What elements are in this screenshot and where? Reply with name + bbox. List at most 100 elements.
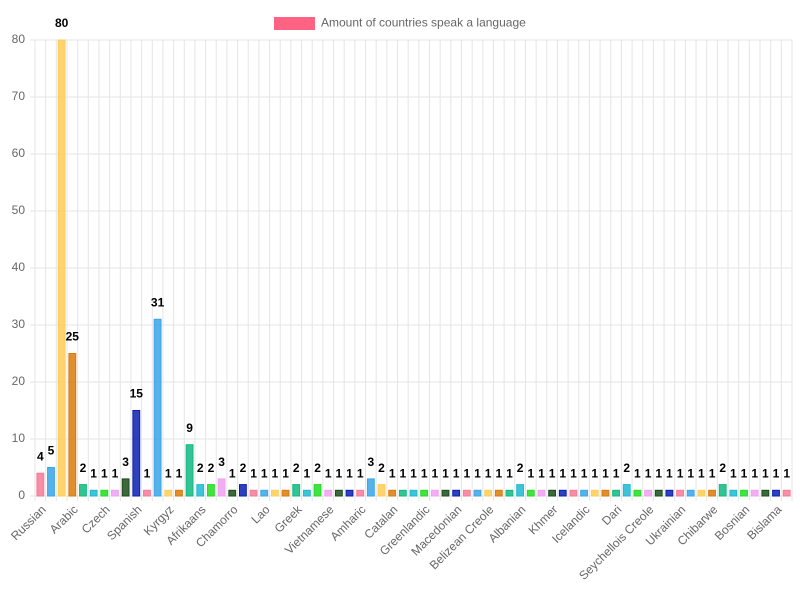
bar	[452, 489, 461, 497]
bar	[782, 489, 791, 497]
data-label: 3	[368, 455, 375, 469]
bar	[270, 489, 279, 497]
bar	[729, 489, 738, 497]
bar	[590, 489, 599, 497]
bar	[164, 489, 173, 497]
bar	[292, 484, 301, 497]
data-label: 1	[602, 466, 609, 480]
bar	[718, 484, 727, 497]
bar	[537, 489, 546, 497]
data-label: 1	[495, 466, 502, 480]
data-label: 1	[549, 466, 556, 480]
bar	[441, 489, 450, 497]
bar	[281, 489, 290, 497]
data-label: 1	[112, 466, 119, 480]
data-label: 1	[250, 466, 257, 480]
bar	[569, 489, 578, 497]
x-tick-label: Spanish	[104, 502, 145, 543]
data-label: 1	[783, 466, 790, 480]
data-label: 1	[325, 466, 332, 480]
bar	[302, 489, 311, 497]
data-label: 1	[453, 466, 460, 480]
bar	[750, 489, 759, 497]
y-tick-label: 50	[12, 203, 26, 217]
x-tick-label: Dari	[599, 502, 624, 527]
data-label: 1	[773, 466, 780, 480]
bar	[398, 489, 407, 497]
bar	[377, 484, 386, 497]
data-label: 2	[517, 461, 524, 475]
bar	[494, 489, 503, 497]
bar	[462, 489, 471, 497]
data-label: 1	[261, 466, 268, 480]
bar	[430, 489, 439, 497]
bar	[36, 472, 45, 497]
bar	[185, 444, 194, 497]
bar	[654, 489, 663, 497]
y-tick-label: 70	[12, 89, 26, 103]
bar	[89, 489, 98, 497]
bar	[249, 489, 258, 497]
bar	[228, 489, 237, 497]
data-label: 1	[357, 466, 364, 480]
data-label: 1	[336, 466, 343, 480]
data-label: 1	[677, 466, 684, 480]
data-label: 2	[378, 461, 385, 475]
bar	[100, 489, 109, 497]
bar	[207, 484, 215, 497]
bar	[644, 489, 652, 497]
bar	[356, 489, 365, 497]
bar	[708, 489, 716, 497]
bar	[111, 489, 119, 497]
data-label: 80	[55, 16, 69, 30]
bar	[121, 478, 130, 497]
bar	[516, 484, 525, 497]
data-label: 1	[581, 466, 588, 480]
data-label: 1	[463, 466, 470, 480]
y-tick-label: 60	[12, 146, 26, 160]
data-label: 15	[130, 387, 144, 401]
bar	[175, 489, 183, 497]
legend-label[interactable]: Amount of countries speak a language	[321, 16, 526, 30]
bar	[334, 489, 343, 497]
y-tick-label: 40	[12, 260, 26, 274]
data-label: 2	[719, 461, 726, 475]
data-label: 1	[442, 466, 449, 480]
data-label: 1	[570, 466, 577, 480]
data-label: 1	[634, 466, 641, 480]
bar	[217, 478, 226, 497]
legend-swatch[interactable]	[274, 17, 315, 30]
data-label: 1	[730, 466, 737, 480]
data-label: 1	[687, 466, 694, 480]
bar	[143, 489, 151, 497]
data-label: 1	[165, 466, 172, 480]
data-label: 1	[90, 466, 97, 480]
x-tick-label: Arabic	[47, 502, 81, 536]
y-tick-label: 20	[12, 374, 26, 388]
bar	[409, 489, 418, 497]
data-label: 1	[389, 466, 396, 480]
data-label: 5	[48, 444, 55, 458]
data-label: 1	[101, 466, 108, 480]
bar	[153, 318, 162, 497]
data-label: 3	[218, 455, 225, 469]
data-label: 1	[698, 466, 705, 480]
bar	[388, 489, 397, 497]
data-label: 1	[474, 466, 481, 480]
data-label: 1	[762, 466, 769, 480]
bar	[79, 484, 87, 497]
bar	[484, 489, 493, 497]
data-label: 1	[506, 466, 513, 480]
data-label: 1	[272, 466, 279, 480]
y-tick-label: 80	[12, 32, 26, 46]
y-tick-label: 0	[18, 488, 25, 502]
data-label: 1	[144, 466, 151, 480]
x-tick-label: Russian	[8, 502, 49, 543]
data-label: 1	[655, 466, 662, 480]
data-label: 2	[80, 461, 87, 475]
data-label: 1	[399, 466, 406, 480]
bar	[473, 489, 482, 497]
data-label: 1	[485, 466, 492, 480]
data-label: 4	[37, 449, 44, 463]
bar	[366, 478, 375, 497]
